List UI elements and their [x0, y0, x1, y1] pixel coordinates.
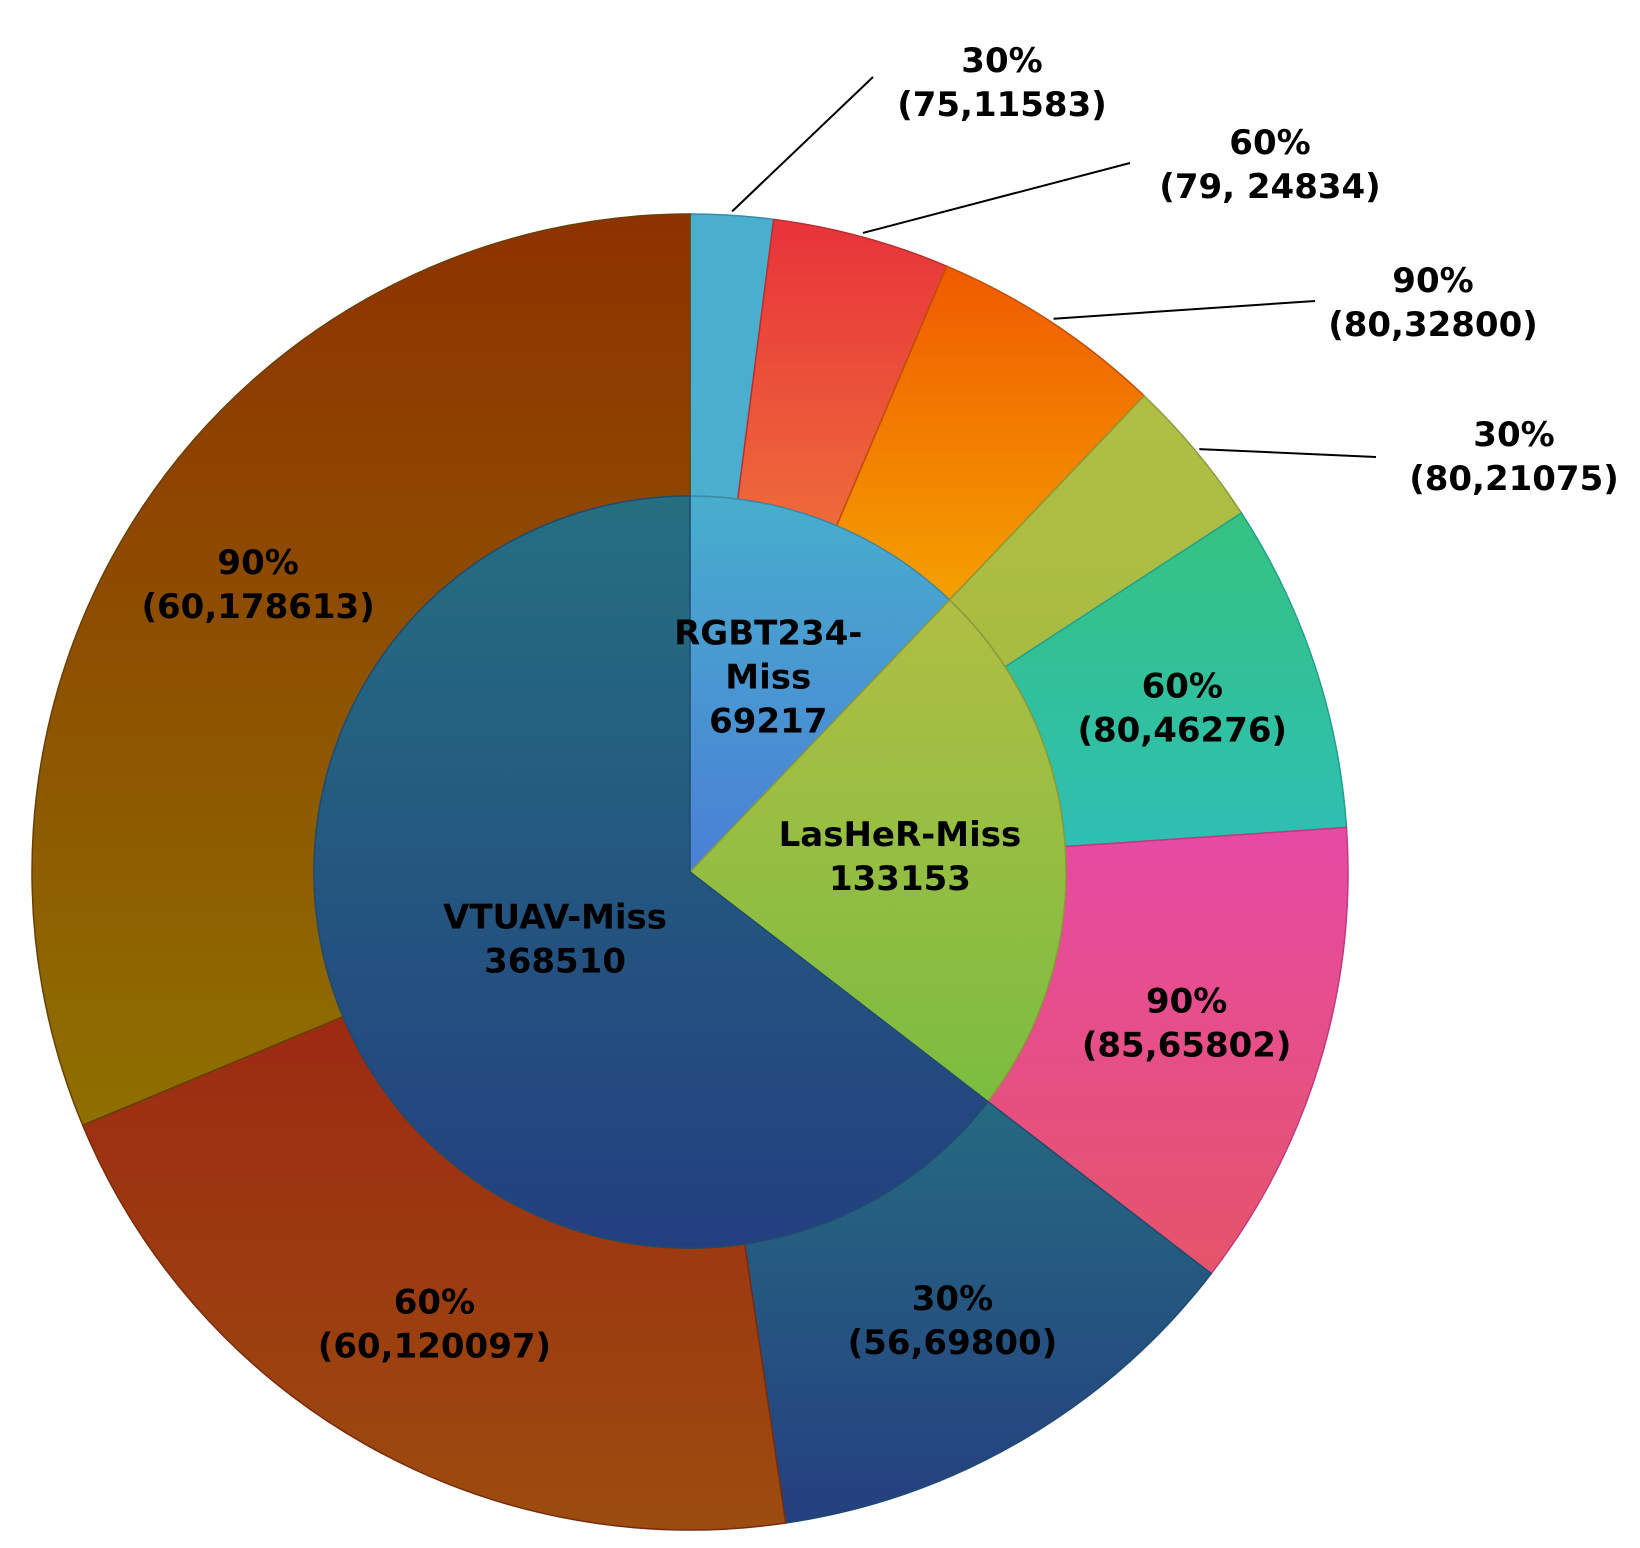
outer-label-lasher-miss-60: 60% (80,46276)	[1077, 667, 1287, 751]
leader-lines	[731, 76, 1377, 458]
inner-slice-lasher-miss	[688, 598, 1067, 1103]
outer-label-vtuav-miss-30: 30% (56,69800)	[848, 1279, 1058, 1363]
outer-label-rgbt234-miss-30: 30% (75,11583)	[897, 41, 1107, 125]
inner-ring	[313, 495, 1067, 1249]
slice-labels: RGBT234-Miss 69217 LasHeR-Miss 133153 VTUAV-…	[141, 41, 1618, 1367]
leader-line-rgbt234-miss-60	[862, 162, 1131, 234]
outer-label-lasher-miss-90: 90% (85,65802)	[1082, 982, 1292, 1066]
leader-line-rgbt234-miss-30	[731, 76, 874, 213]
inner-label-vtuav-miss: VTUAV-Miss 368510	[443, 897, 667, 981]
inner-slice-vtuav-miss	[313, 495, 989, 1249]
outer-label-rgbt234-miss-60: 60% (79, 24834)	[1159, 123, 1380, 207]
outer-ring	[31, 213, 1349, 1531]
leader-line-lasher-miss-30	[1199, 448, 1377, 458]
inner-slice-rgbt234-miss	[689, 495, 951, 874]
leader-line-rgbt234-miss-90	[1053, 300, 1316, 320]
outer-label-lasher-miss-30: 30% (80,21075)	[1409, 415, 1619, 499]
outer-label-rgbt234-miss-90: 90% (80,32800)	[1328, 261, 1538, 345]
inner-label-rgbt234-miss: RGBT234-Miss 69217	[674, 614, 862, 742]
outer-label-vtuav-miss-90: 90% (60,178613)	[141, 543, 374, 627]
inner-label-lasher-miss: LasHeR-Miss 133153	[779, 815, 1022, 899]
outer-label-vtuav-miss-60: 60% (60,120097)	[318, 1283, 551, 1367]
